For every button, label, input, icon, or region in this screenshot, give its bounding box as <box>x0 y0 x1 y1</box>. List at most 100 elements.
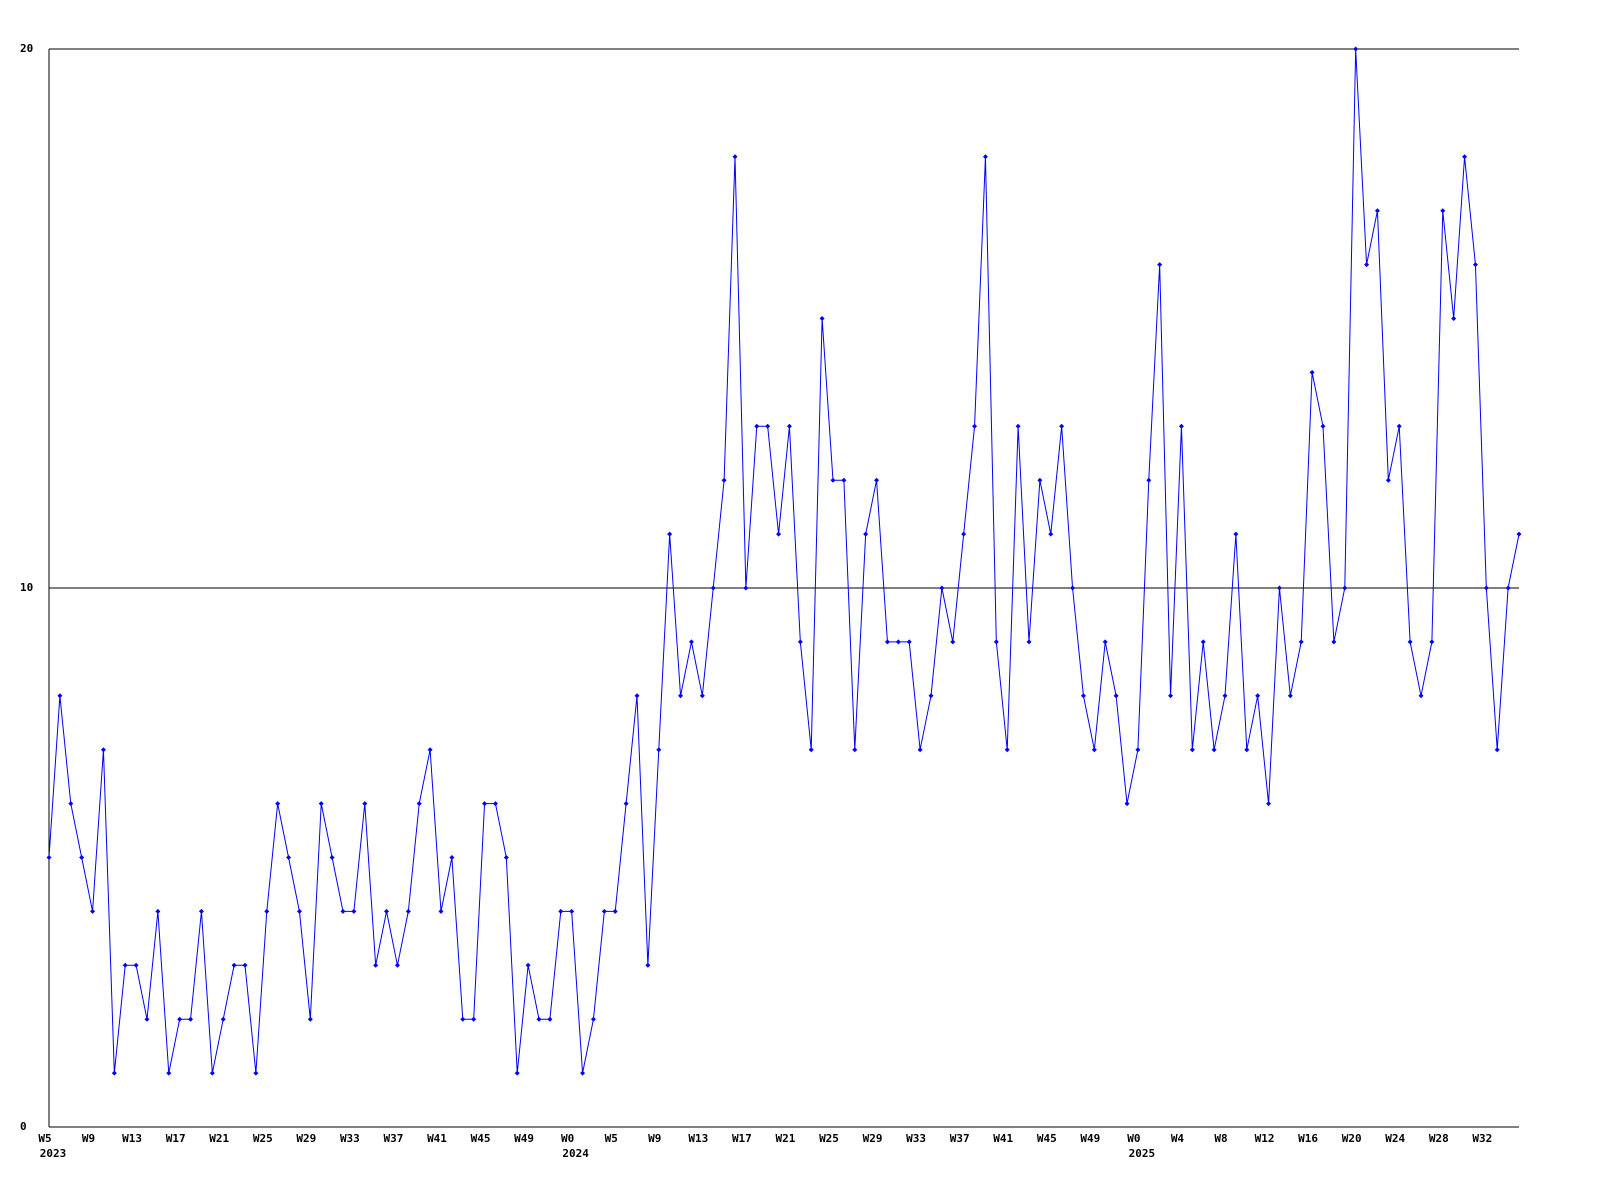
data-line <box>48 48 1520 1074</box>
data-point <box>743 585 749 591</box>
data-point <box>982 154 988 160</box>
data-point <box>830 477 836 483</box>
x-tick-label: W21 <box>209 1132 229 1145</box>
data-point <box>307 1016 313 1022</box>
data-point <box>438 908 444 914</box>
data-point <box>972 423 978 429</box>
x-tick-label: W45 <box>471 1132 491 1145</box>
data-point <box>1168 693 1174 699</box>
x-tick-label: W45 <box>1037 1132 1057 1145</box>
data-point <box>569 908 575 914</box>
x-tick-label: W13 <box>122 1132 142 1145</box>
data-point <box>547 1016 553 1022</box>
x-tick-label: W37 <box>384 1132 404 1145</box>
data-point <box>1244 747 1250 753</box>
data-point <box>993 639 999 645</box>
data-point <box>1048 531 1054 537</box>
data-point <box>329 855 335 860</box>
data-point <box>1374 208 1380 214</box>
x-tick-label: W4 <box>1171 1132 1185 1145</box>
data-point <box>275 801 281 807</box>
data-point <box>645 962 651 968</box>
data-point <box>1320 423 1326 429</box>
data-point <box>1309 369 1315 375</box>
data-point <box>1266 801 1272 807</box>
data-point <box>242 962 248 968</box>
data-point <box>351 908 357 914</box>
data-point <box>198 908 204 914</box>
data-point <box>68 801 74 807</box>
data-point <box>1505 585 1511 591</box>
data-point <box>874 477 880 483</box>
data-point <box>1211 747 1217 753</box>
data-point <box>776 531 782 537</box>
data-point <box>1385 477 1391 483</box>
data-point <box>449 855 455 860</box>
data-point <box>1287 693 1293 699</box>
data-point <box>90 908 96 914</box>
data-point <box>819 316 825 321</box>
x-tick-label: W28 <box>1429 1132 1449 1145</box>
x-tick-label: W9 <box>82 1132 95 1145</box>
x-tick-label: W5 <box>38 1132 51 1145</box>
x-tick-label: W49 <box>514 1132 534 1145</box>
data-point <box>57 693 63 699</box>
data-point <box>754 423 760 429</box>
data-point <box>841 477 847 483</box>
data-point <box>667 531 673 537</box>
data-point <box>1080 693 1086 699</box>
x-tick-label: W25 <box>819 1132 839 1145</box>
data-point <box>1157 262 1163 268</box>
data-point <box>471 1016 477 1022</box>
data-point <box>155 908 161 914</box>
x-tick-label: W24 <box>1385 1132 1405 1145</box>
data-point <box>1451 316 1457 321</box>
x-tick-label: W32 <box>1472 1132 1492 1145</box>
data-point <box>209 1070 215 1076</box>
data-point <box>558 908 564 914</box>
data-point <box>863 531 869 537</box>
data-point <box>1070 585 1076 591</box>
x-tick-label: W25 <box>253 1132 273 1145</box>
data-point <box>928 693 934 699</box>
data-point <box>133 962 139 968</box>
x-tick-label: W41 <box>993 1132 1013 1145</box>
data-point <box>1494 747 1500 753</box>
y-tick-label: 20 <box>20 42 33 55</box>
data-point <box>405 908 411 914</box>
data-point <box>601 908 607 914</box>
data-point <box>231 962 237 968</box>
x-tick-label: W16 <box>1298 1132 1318 1145</box>
data-point <box>100 747 106 753</box>
data-point <box>373 962 379 968</box>
x-year-label: 2023 <box>40 1147 67 1160</box>
data-point <box>1396 423 1402 429</box>
x-tick-label: W29 <box>296 1132 316 1145</box>
data-point <box>220 1016 226 1022</box>
data-point <box>1483 585 1489 591</box>
data-point <box>1004 747 1010 753</box>
x-tick-label: W33 <box>340 1132 360 1145</box>
data-point <box>895 639 901 645</box>
data-point <box>1124 801 1130 807</box>
x-tick-label: W17 <box>732 1132 752 1145</box>
data-point <box>699 693 705 699</box>
x-year-label: 2025 <box>1129 1147 1156 1160</box>
data-point <box>296 908 302 914</box>
x-tick-label: W9 <box>648 1132 661 1145</box>
data-point <box>1026 639 1032 645</box>
data-point <box>852 747 858 753</box>
data-point <box>1440 208 1446 214</box>
data-point <box>340 908 346 914</box>
data-point <box>79 855 85 860</box>
data-point <box>188 1016 194 1022</box>
data-point <box>416 801 422 807</box>
data-point <box>950 639 956 645</box>
x-tick-label: W12 <box>1255 1132 1275 1145</box>
data-point <box>427 747 433 753</box>
data-point <box>1015 423 1021 429</box>
data-point <box>253 1070 259 1076</box>
data-point <box>1276 585 1282 591</box>
data-point <box>1200 639 1206 645</box>
